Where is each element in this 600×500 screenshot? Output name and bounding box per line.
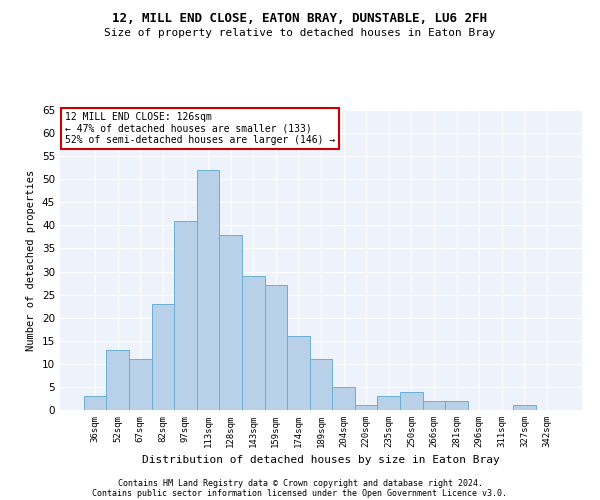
Text: 12, MILL END CLOSE, EATON BRAY, DUNSTABLE, LU6 2FH: 12, MILL END CLOSE, EATON BRAY, DUNSTABL… — [113, 12, 487, 26]
Bar — [422, 401, 445, 410]
Bar — [310, 359, 332, 410]
Bar — [265, 286, 287, 410]
Bar — [400, 392, 422, 410]
Y-axis label: Number of detached properties: Number of detached properties — [26, 170, 37, 350]
Bar — [513, 406, 536, 410]
Bar — [174, 221, 197, 410]
Bar — [355, 406, 377, 410]
Text: Contains HM Land Registry data © Crown copyright and database right 2024.: Contains HM Land Registry data © Crown c… — [118, 478, 482, 488]
Bar — [106, 350, 129, 410]
Bar — [152, 304, 174, 410]
X-axis label: Distribution of detached houses by size in Eaton Bray: Distribution of detached houses by size … — [142, 456, 500, 466]
Bar — [129, 359, 152, 410]
Text: Size of property relative to detached houses in Eaton Bray: Size of property relative to detached ho… — [104, 28, 496, 38]
Bar — [377, 396, 400, 410]
Text: 12 MILL END CLOSE: 126sqm
← 47% of detached houses are smaller (133)
52% of semi: 12 MILL END CLOSE: 126sqm ← 47% of detac… — [65, 112, 335, 144]
Bar — [287, 336, 310, 410]
Text: Contains public sector information licensed under the Open Government Licence v3: Contains public sector information licen… — [92, 488, 508, 498]
Bar — [242, 276, 265, 410]
Bar — [84, 396, 106, 410]
Bar — [332, 387, 355, 410]
Bar — [220, 234, 242, 410]
Bar — [445, 401, 468, 410]
Bar — [197, 170, 220, 410]
